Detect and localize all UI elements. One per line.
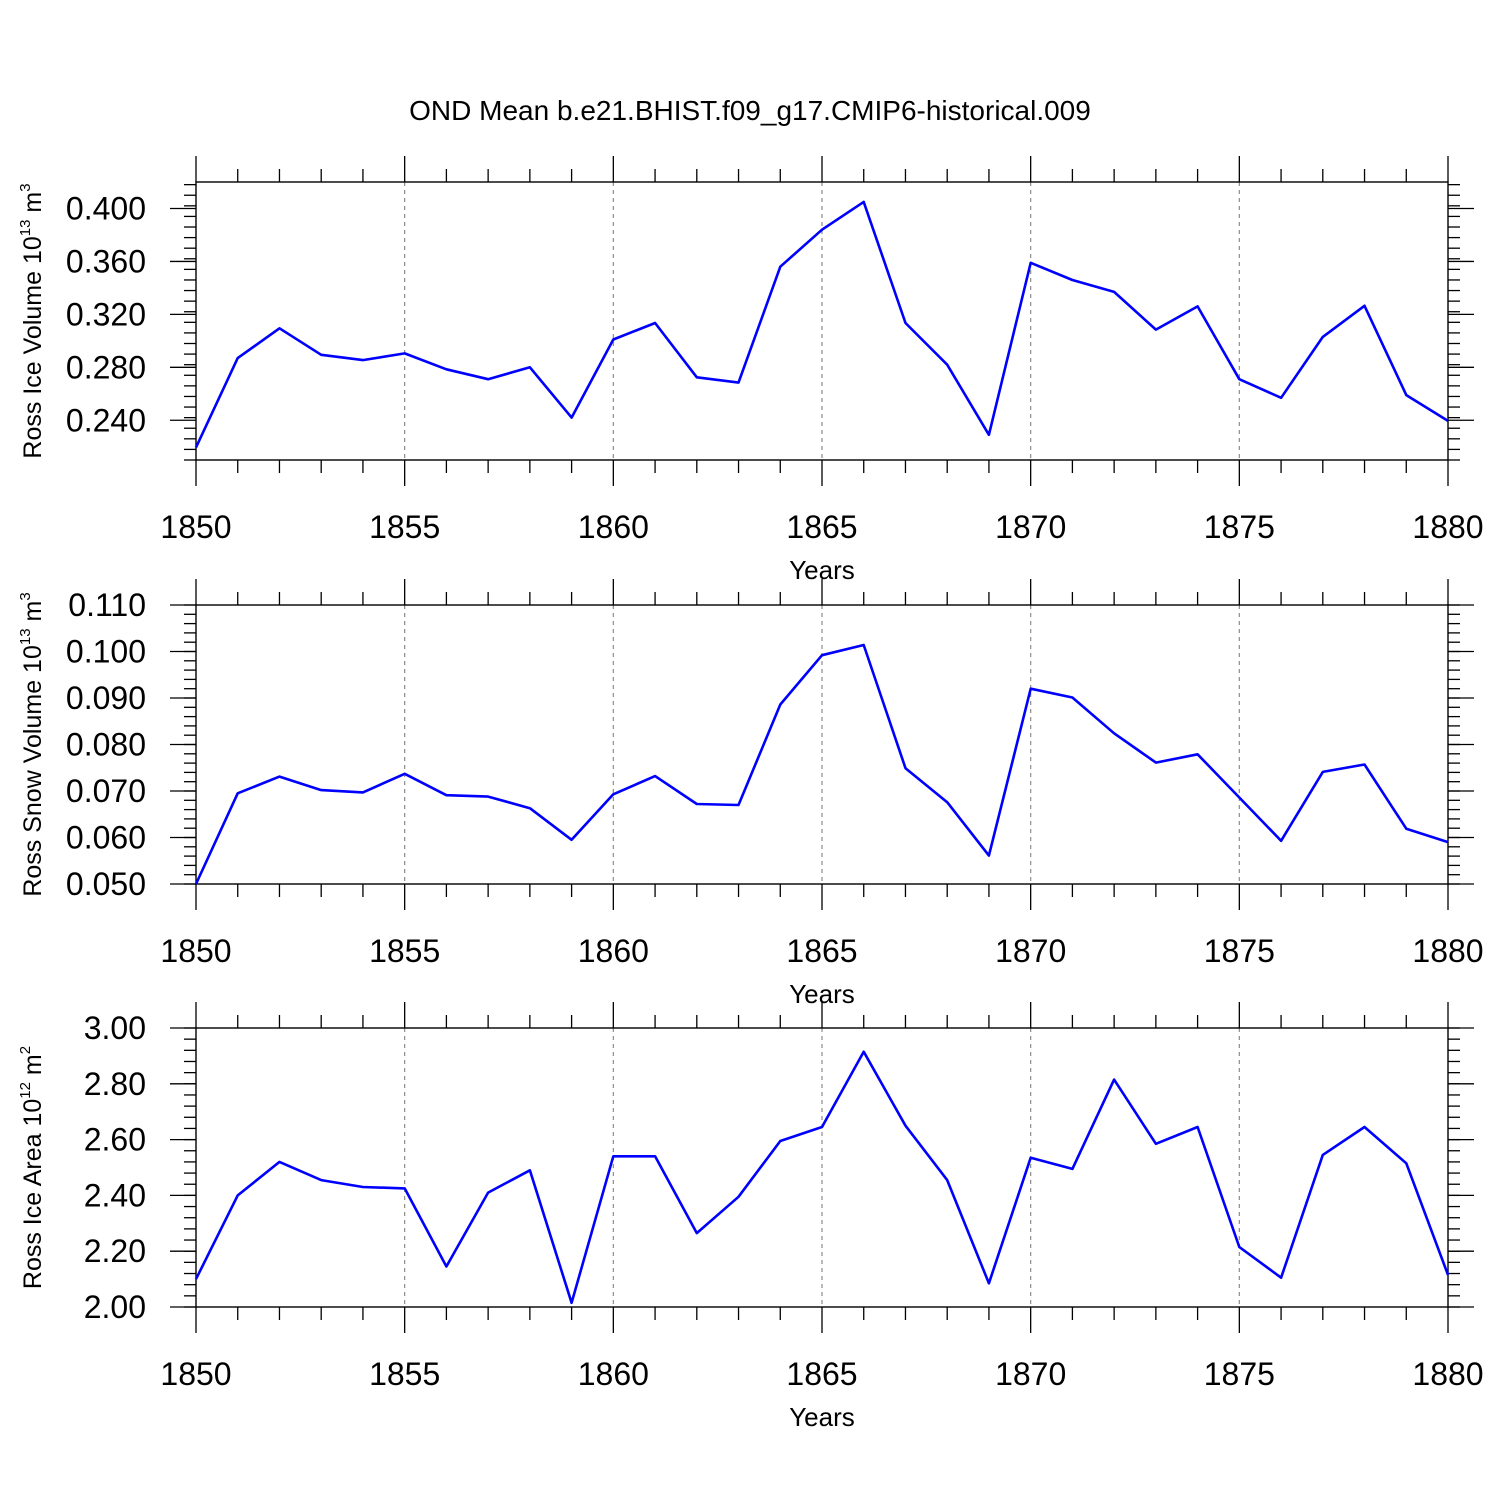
y-axis-title-unit: m: [19, 192, 47, 220]
x-tick-label: 1875: [1204, 509, 1275, 545]
y-axis-title-exponent: 12: [17, 1082, 34, 1099]
x-tick-label: 1860: [578, 509, 649, 545]
x-axis-title: Years: [789, 1402, 855, 1432]
x-tick-label: 1865: [786, 1356, 857, 1392]
y-tick-label: 2.40: [84, 1177, 146, 1213]
y-axis-title: Ross Ice Volume 1013 m3: [17, 183, 47, 458]
x-tick-label: 1865: [786, 933, 857, 969]
x-tick-label: 1855: [369, 1356, 440, 1392]
y-axis-title-unit: m: [19, 1054, 47, 1082]
x-tick-label: 1870: [995, 509, 1066, 545]
y-axis-title-unit-exponent: 2: [17, 1046, 34, 1054]
x-tick-label: 1875: [1204, 1356, 1275, 1392]
y-tick-label: 2.00: [84, 1289, 146, 1325]
y-axis-title-text: Ross Ice Area 10: [19, 1099, 47, 1289]
y-tick-label: 0.050: [66, 866, 146, 902]
y-tick-label: 0.070: [66, 773, 146, 809]
x-tick-label: 1860: [578, 933, 649, 969]
panels: 0.240 0.280 0.320 0.360 0.400 1850 1855 1860 186…: [17, 156, 1484, 1432]
y-tick-label: 0.320: [66, 296, 146, 332]
figure-title: OND Mean b.e21.BHIST.f09_g17.CMIP6-histo…: [409, 95, 1091, 126]
x-tick-label: 1855: [369, 933, 440, 969]
series-line: [194, 643, 1449, 885]
x-tick-label: 1850: [160, 933, 231, 969]
x-tick-label: 1875: [1204, 933, 1275, 969]
x-tick-label: 1855: [369, 509, 440, 545]
y-axis-title: Ross Snow Volume 1013 m3: [17, 592, 47, 896]
y-tick-label: 2.80: [84, 1066, 146, 1102]
y-axis-title-text: Ross Ice Volume 10: [19, 236, 47, 458]
x-tick-label: 1870: [995, 1356, 1066, 1392]
y-tick-label: 0.090: [66, 680, 146, 716]
y-tick-label: 0.360: [66, 243, 146, 279]
series-line: [194, 200, 1449, 448]
y-tick-label: 0.060: [66, 820, 146, 856]
x-tick-label: 1870: [995, 933, 1066, 969]
y-axis-title-unit-exponent: 3: [17, 183, 34, 191]
y-axis-title-unit-exponent: 3: [17, 592, 34, 600]
y-axis-title-exponent: 13: [17, 628, 34, 645]
x-tick-label: 1865: [786, 509, 857, 545]
y-tick-label: 0.080: [66, 727, 146, 763]
x-tick-label: 1880: [1412, 509, 1483, 545]
x-tick-label: 1850: [160, 1356, 231, 1392]
panel-1: 0.240 0.280 0.320 0.360 0.400 1850 1855 1860 186…: [17, 156, 1484, 585]
y-axis-title-text: Ross Snow Volume 10: [19, 645, 47, 897]
x-tick-label: 1850: [160, 509, 231, 545]
x-tick-label: 1880: [1412, 933, 1483, 969]
y-tick-label: 0.400: [66, 190, 146, 226]
x-tick-label: 1880: [1412, 1356, 1483, 1392]
panel-2: 0.050 0.060 0.070 0.080 0.090 0.100 0.110 1850 1…: [17, 579, 1484, 1009]
y-tick-label: 0.280: [66, 349, 146, 385]
y-axis-title-unit: m: [19, 601, 47, 629]
y-tick-label: 0.110: [68, 587, 146, 623]
panel-3: 2.00 2.20 2.40 2.60 2.80 3.00 1850 1855 1860 1865…: [17, 1002, 1484, 1432]
x-tick-label: 1860: [578, 1356, 649, 1392]
y-tick-label: 2.20: [84, 1233, 146, 1269]
series-line: [194, 1050, 1450, 1305]
y-tick-label: 3.00: [84, 1010, 146, 1046]
y-tick-label: 2.60: [84, 1122, 146, 1158]
y-axis-title: Ross Ice Area 1012 m2: [17, 1046, 47, 1289]
y-tick-label: 0.100: [66, 634, 146, 670]
y-axis-title-exponent: 13: [17, 220, 34, 237]
y-tick-label: 0.240: [66, 402, 146, 438]
